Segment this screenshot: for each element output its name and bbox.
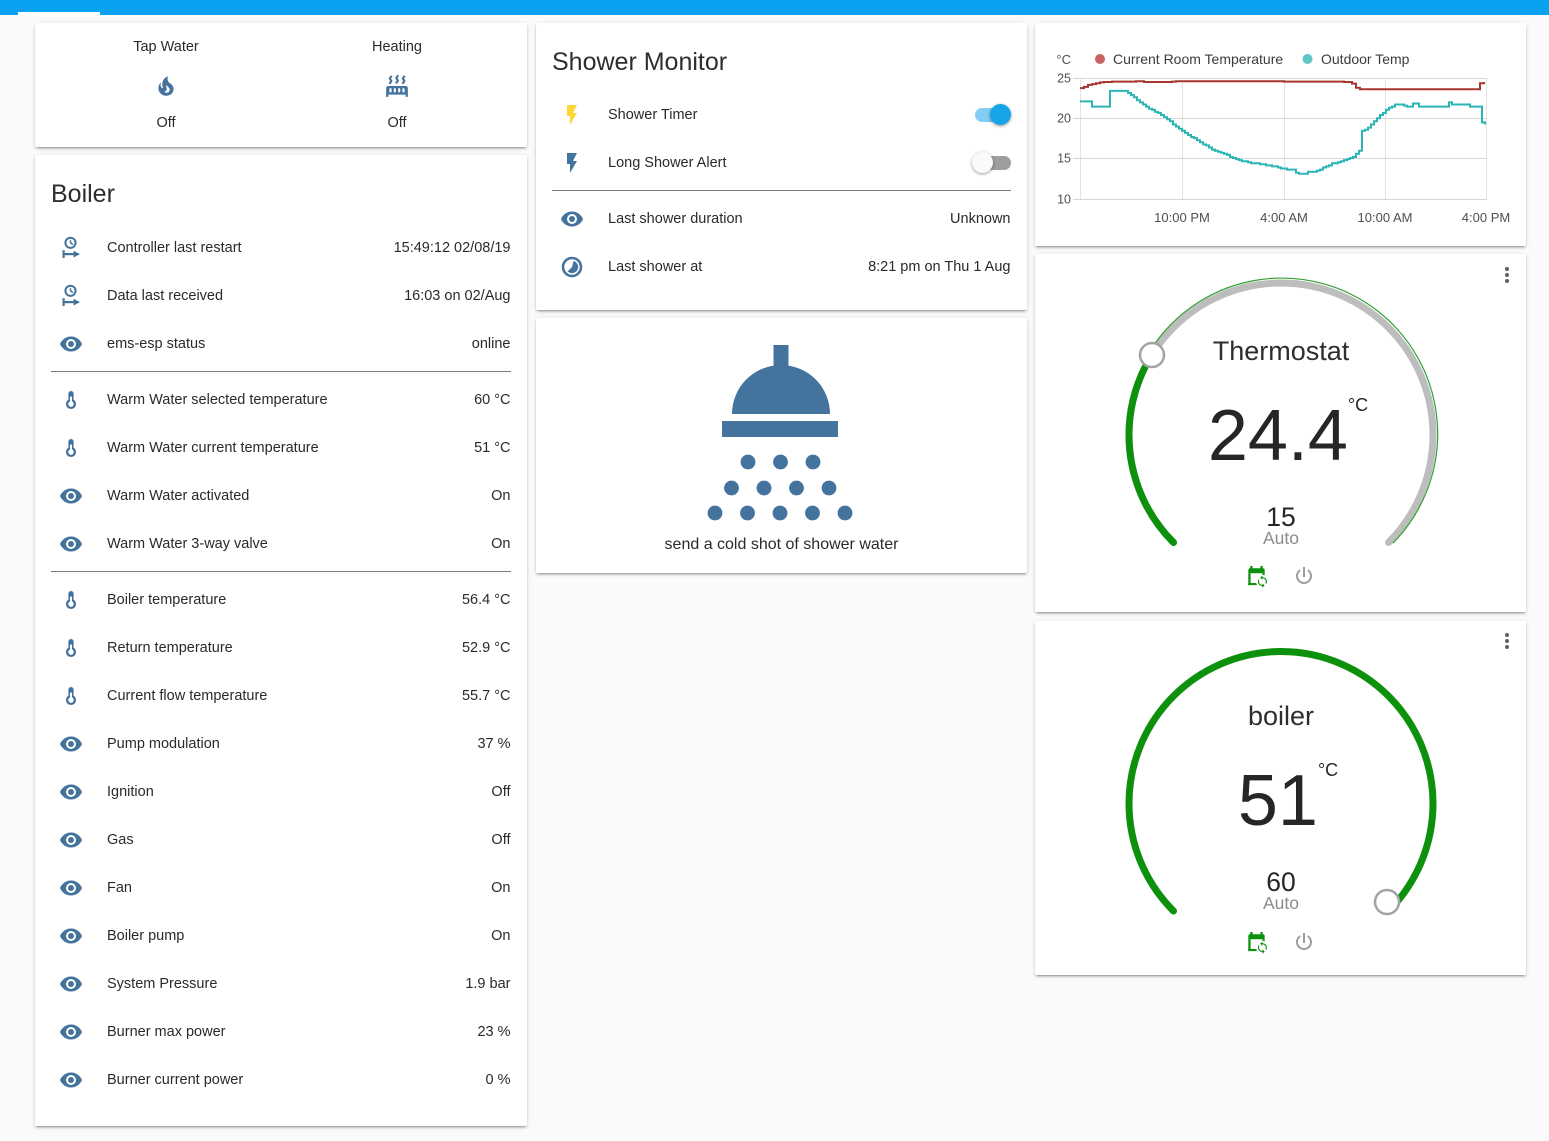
svg-text:15: 15 [1057, 152, 1071, 166]
svg-text:10:00 PM: 10:00 PM [1154, 210, 1210, 225]
svg-text:°C: °C [1056, 52, 1071, 67]
svg-text:25: 25 [1057, 72, 1071, 86]
svg-text:4:00 PM: 4:00 PM [1462, 210, 1510, 225]
svg-text:20: 20 [1057, 112, 1071, 126]
svg-text:10:00 AM: 10:00 AM [1358, 210, 1413, 225]
svg-text:Current Room Temperature: Current Room Temperature [1113, 51, 1283, 67]
svg-text:Outdoor Temp: Outdoor Temp [1321, 51, 1410, 67]
svg-text:10: 10 [1057, 193, 1071, 207]
svg-text:4:00 AM: 4:00 AM [1260, 210, 1308, 225]
